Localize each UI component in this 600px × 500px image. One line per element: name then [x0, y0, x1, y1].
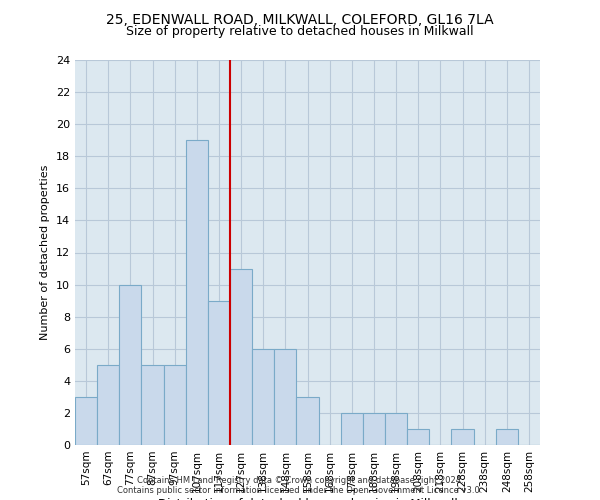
Y-axis label: Number of detached properties: Number of detached properties [40, 165, 50, 340]
Bar [341, 413, 363, 445]
Bar [496, 429, 518, 445]
Bar [385, 413, 407, 445]
Bar [363, 413, 385, 445]
Bar [97, 365, 119, 445]
Bar [274, 349, 296, 445]
Text: 25, EDENWALL ROAD, MILKWALL, COLEFORD, GL16 7LA: 25, EDENWALL ROAD, MILKWALL, COLEFORD, G… [106, 12, 494, 26]
Bar [75, 397, 97, 445]
Bar [252, 349, 274, 445]
Bar [164, 365, 186, 445]
Text: Size of property relative to detached houses in Milkwall: Size of property relative to detached ho… [126, 25, 474, 38]
Bar [186, 140, 208, 445]
Text: Contains HM Land Registry data © Crown copyright and database right 2024.
Contai: Contains HM Land Registry data © Crown c… [118, 476, 482, 495]
Bar [296, 397, 319, 445]
Bar [230, 268, 252, 445]
Bar [407, 429, 429, 445]
Bar [119, 284, 142, 445]
Bar [142, 365, 164, 445]
Bar [451, 429, 473, 445]
X-axis label: Distribution of detached houses by size in Milkwall: Distribution of detached houses by size … [158, 498, 457, 500]
Bar [208, 300, 230, 445]
